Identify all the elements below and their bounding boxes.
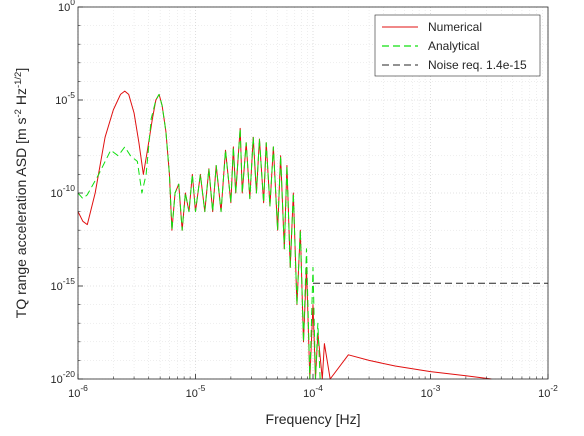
axis-ticks xyxy=(77,6,549,380)
x-tick-label: 10-2 xyxy=(538,383,558,400)
y-tick-label: 10-20 xyxy=(50,369,75,386)
legend-label-noise-req: Noise req. 1.4e-15 xyxy=(428,58,527,72)
legend-label-analytical: Analytical xyxy=(428,39,479,53)
legend: Numerical Analytical Noise req. 1.4e-15 xyxy=(374,14,541,77)
series-layer xyxy=(77,90,548,380)
x-tick-label: 10-5 xyxy=(186,383,206,400)
y-tick-label: 10-5 xyxy=(55,90,75,107)
y-axis-label: TQ range acceleration ASD [m s-2 Hz-1/2] xyxy=(13,68,29,318)
x-tick-label: 10-3 xyxy=(421,383,441,400)
y-tick-labels: 10-20 10-15 10-10 10-5 100 xyxy=(50,0,75,386)
series-line-analytical xyxy=(77,93,321,380)
legend-box xyxy=(374,14,541,77)
y-tick-label: 10-15 xyxy=(50,276,75,293)
x-tick-labels: 10-6 10-5 10-4 10-3 10-2 xyxy=(68,383,558,400)
legend-label-numerical: Numerical xyxy=(428,20,482,34)
x-tick-label: 10-6 xyxy=(68,383,88,400)
y-tick-label: 10-10 xyxy=(50,183,75,200)
x-axis-label: Frequency [Hz] xyxy=(266,411,361,427)
x-tick-label: 10-4 xyxy=(303,383,323,400)
y-tick-label: 100 xyxy=(58,0,75,14)
